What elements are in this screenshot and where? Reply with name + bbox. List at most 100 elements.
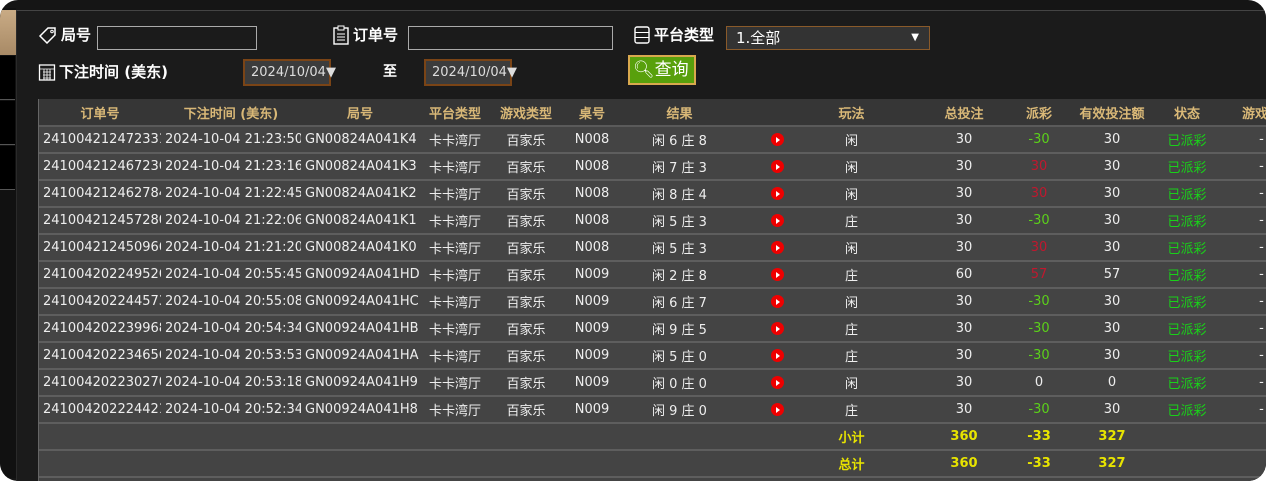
table-row[interactable]: 241004212462784 2024-10-04 21:22:45 GN0082…: [39, 180, 1266, 208]
cell: [1224, 423, 1266, 451]
play-video-icon[interactable]: [771, 268, 784, 281]
cell: 30: [884, 288, 1004, 316]
cell: 241004212472331: [39, 126, 161, 154]
table-row[interactable]: 241004212467236 2024-10-04 21:23:16 GN0082…: [39, 153, 1266, 181]
cell: [1224, 450, 1266, 478]
cell: 闲 5 庄 0: [623, 342, 736, 370]
sidebar-item[interactable]: [0, 146, 15, 190]
column-header: 派彩: [1004, 99, 1074, 127]
cell: [1150, 450, 1224, 478]
table-row[interactable]: 241004212472331 2024-10-04 21:23:50 GN0082…: [39, 126, 1266, 154]
round-input[interactable]: [97, 26, 257, 50]
column-header: 玩法: [819, 99, 884, 127]
order-input[interactable]: [408, 26, 613, 50]
cell: 闲 5 庄 3: [623, 207, 736, 235]
sidebar-item[interactable]: [0, 101, 15, 145]
cell: -: [1224, 261, 1266, 289]
cell: 241004212457280: [39, 207, 161, 235]
cell: 闲 2 庄 8: [623, 261, 736, 289]
cell: 241004202230270: [39, 369, 161, 397]
cell: [623, 423, 736, 451]
cell: 闲 9 庄 0: [623, 396, 736, 424]
cell: 已派彩: [1150, 180, 1224, 208]
column-header: 局号: [301, 99, 419, 127]
cell: -30: [1004, 396, 1074, 424]
cell: 2024-10-04 21:23:50: [161, 126, 301, 154]
cell: 闲: [819, 153, 884, 181]
cell: [419, 450, 491, 478]
play-video-icon[interactable]: [771, 187, 784, 200]
cell: 庄: [819, 261, 884, 289]
cell: 闲 6 庄 7: [623, 288, 736, 316]
server-icon: [634, 25, 650, 44]
cell: 已派彩: [1150, 261, 1224, 289]
play-video-icon[interactable]: [771, 133, 784, 146]
play-video-icon[interactable]: [771, 349, 784, 362]
cell: 30: [884, 207, 1004, 235]
query-button[interactable]: 🔍︎查询: [628, 55, 696, 85]
cell: 30: [884, 396, 1004, 424]
cell: 30: [1074, 207, 1150, 235]
date-to-picker[interactable]: 2024/10/04▼: [424, 59, 517, 86]
cell: 2024-10-04 20:53:18: [161, 369, 301, 397]
cell: 卡卡湾厅: [419, 396, 491, 424]
cell: N008: [561, 180, 623, 208]
cell: 庄: [819, 342, 884, 370]
table-row[interactable]: 241004202244573 2024-10-04 20:55:08 GN0092…: [39, 288, 1266, 316]
cell: 卡卡湾厅: [419, 126, 491, 154]
cell: -30: [1004, 342, 1074, 370]
cell: 百家乐: [491, 315, 561, 343]
sidebar-active-item[interactable]: [0, 10, 16, 55]
play-video-icon[interactable]: [771, 322, 784, 335]
cell: N009: [561, 288, 623, 316]
column-header: 平台类型: [419, 99, 491, 127]
cell: GN00924A041HC: [301, 288, 419, 316]
cell: [419, 423, 491, 451]
platform-select[interactable]: 1.全部 ▼: [726, 26, 930, 50]
dropdown-arrow-icon: ▼: [506, 65, 517, 80]
cell: 卡卡湾厅: [419, 234, 491, 262]
cell: -30: [1004, 126, 1074, 154]
date-from-picker[interactable]: 2024/10/04▼: [243, 59, 336, 86]
cell: [161, 423, 301, 451]
cell: -: [1224, 207, 1266, 235]
play-video-icon[interactable]: [771, 160, 784, 173]
replay-cell: [736, 288, 819, 316]
sidebar-item[interactable]: [0, 56, 15, 100]
cell: N009: [561, 342, 623, 370]
play-video-icon[interactable]: [771, 214, 784, 227]
cell: -: [1224, 369, 1266, 397]
cell: 2024-10-04 20:52:34: [161, 396, 301, 424]
cell: -: [1224, 234, 1266, 262]
cell: 241004202234656: [39, 342, 161, 370]
table-row[interactable]: 241004202224421 2024-10-04 20:52:34 GN0092…: [39, 396, 1266, 424]
table-row[interactable]: 241004202234656 2024-10-04 20:53:53 GN0092…: [39, 342, 1266, 370]
column-header: 下注时间 (美东): [161, 99, 301, 127]
play-video-icon[interactable]: [771, 295, 784, 308]
table-row[interactable]: 241004212457280 2024-10-04 21:22:06 GN0082…: [39, 207, 1266, 235]
cell: 2024-10-04 21:22:45: [161, 180, 301, 208]
cell: 卡卡湾厅: [419, 342, 491, 370]
cell: 庄: [819, 396, 884, 424]
dropdown-arrow-icon: ▼: [325, 65, 336, 80]
cell: 30: [1004, 153, 1074, 181]
table-header: 订单号 下注时间 (美东) 局号 平台类型 游戏类型 桌号 结果 玩法 总投注 派彩 有效投注额 状态…: [39, 99, 1266, 127]
table-row[interactable]: 241004212450966 2024-10-04 21:21:20 GN0082…: [39, 234, 1266, 262]
cell: [39, 450, 161, 478]
cell: 闲 9 庄 5: [623, 315, 736, 343]
cell: 30: [884, 234, 1004, 262]
cell: 卡卡湾厅: [419, 153, 491, 181]
cell: 241004202239968: [39, 315, 161, 343]
table-row[interactable]: 241004202249526 2024-10-04 20:55:45 GN0092…: [39, 261, 1266, 289]
cell: 30: [884, 180, 1004, 208]
cell: 卡卡湾厅: [419, 288, 491, 316]
order-label: 订单号: [332, 24, 398, 45]
table-row[interactable]: 241004202239968 2024-10-04 20:54:34 GN0092…: [39, 315, 1266, 343]
search-icon: 🔍︎: [633, 60, 655, 80]
play-video-icon[interactable]: [771, 403, 784, 416]
play-video-icon[interactable]: [771, 241, 784, 254]
table-row[interactable]: 241004202230270 2024-10-04 20:53:18 GN0092…: [39, 369, 1266, 397]
cell: 241004212450966: [39, 234, 161, 262]
play-video-icon[interactable]: [771, 376, 784, 389]
cell: [491, 423, 561, 451]
